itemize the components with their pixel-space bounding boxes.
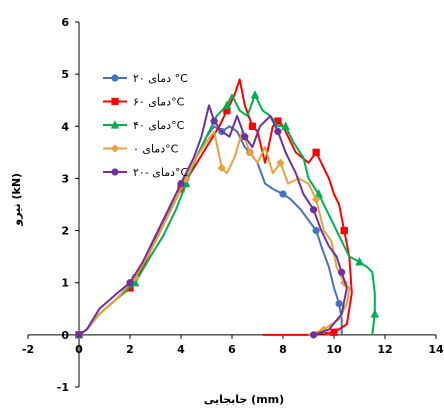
x-tick-label: 6 xyxy=(228,343,236,356)
data-point xyxy=(355,256,364,266)
legend-item: دمای ۲۰ °C xyxy=(103,72,188,85)
legend-label: دمای ۶۰°C xyxy=(133,96,185,109)
x-tick-label: 14 xyxy=(428,343,444,356)
series-layer xyxy=(74,78,380,340)
data-point xyxy=(248,122,257,130)
data-point xyxy=(335,299,343,308)
data-point xyxy=(314,189,324,198)
data-point xyxy=(210,117,218,125)
y-tick-label: 6 xyxy=(61,16,69,29)
legend-marker xyxy=(110,120,120,129)
legend-label: دمای ۴۰°C xyxy=(133,119,185,132)
x-tick-label: 2 xyxy=(126,343,134,356)
legend-item: دمای ۴۰°C xyxy=(103,119,185,132)
data-point xyxy=(126,279,134,287)
x-tick-label: 8 xyxy=(279,343,287,356)
data-point xyxy=(245,148,255,157)
x-tick-label: 4 xyxy=(177,343,185,356)
x-tick-label: 10 xyxy=(326,343,342,356)
series-4 xyxy=(75,104,348,339)
data-point xyxy=(276,158,285,168)
legend-label: دمای ۰°C xyxy=(133,143,179,156)
data-point xyxy=(274,127,282,136)
data-point xyxy=(309,206,318,214)
y-tick-label: 3 xyxy=(61,172,69,185)
x-tick-label: 12 xyxy=(377,343,392,356)
y-tick-label: -1 xyxy=(57,381,69,394)
series-line xyxy=(78,94,376,336)
x-tick-label: -2 xyxy=(22,343,34,356)
data-point xyxy=(370,309,380,318)
legend-marker xyxy=(110,144,120,153)
y-tick-label: 5 xyxy=(61,68,69,81)
data-point xyxy=(217,163,227,173)
data-point xyxy=(312,226,320,235)
data-point xyxy=(312,148,320,157)
data-point xyxy=(222,100,232,110)
y-tick-label: 2 xyxy=(61,225,69,238)
y-axis-title: نیرو (kN) xyxy=(10,173,23,227)
legend-item: دمای ۰°C xyxy=(103,143,179,156)
data-point xyxy=(75,331,83,339)
data-point xyxy=(241,133,249,141)
data-point xyxy=(311,195,321,204)
legend-item: دمای ۶۰°C xyxy=(103,96,185,109)
legend-marker xyxy=(111,97,119,106)
data-point xyxy=(177,179,185,188)
data-point xyxy=(338,268,346,276)
y-tick-label: 4 xyxy=(61,120,69,133)
data-point xyxy=(279,190,287,198)
legend-item: دمای -۲۰°C xyxy=(103,166,189,179)
legend-label: دمای -۲۰°C xyxy=(133,166,189,179)
x-axis-title: جابجایی (mm) xyxy=(204,393,284,406)
data-point xyxy=(250,90,260,99)
y-tick-label: 1 xyxy=(61,277,69,290)
data-point xyxy=(340,226,348,235)
legend-marker xyxy=(111,168,119,176)
data-point xyxy=(309,331,318,339)
data-point xyxy=(330,328,338,336)
legend-marker xyxy=(111,74,119,82)
series-line xyxy=(78,104,348,336)
y-tick-label: 0 xyxy=(61,329,69,342)
legend: دمای ۲۰ °C دمای ۶۰°C دمای ۴۰°C دمای ۰°C دمای… xyxy=(103,72,189,179)
x-tick-label: 0 xyxy=(75,343,83,356)
legend-label: دمای ۲۰ °C xyxy=(133,72,188,85)
data-point xyxy=(130,273,140,282)
data-point xyxy=(281,121,290,130)
